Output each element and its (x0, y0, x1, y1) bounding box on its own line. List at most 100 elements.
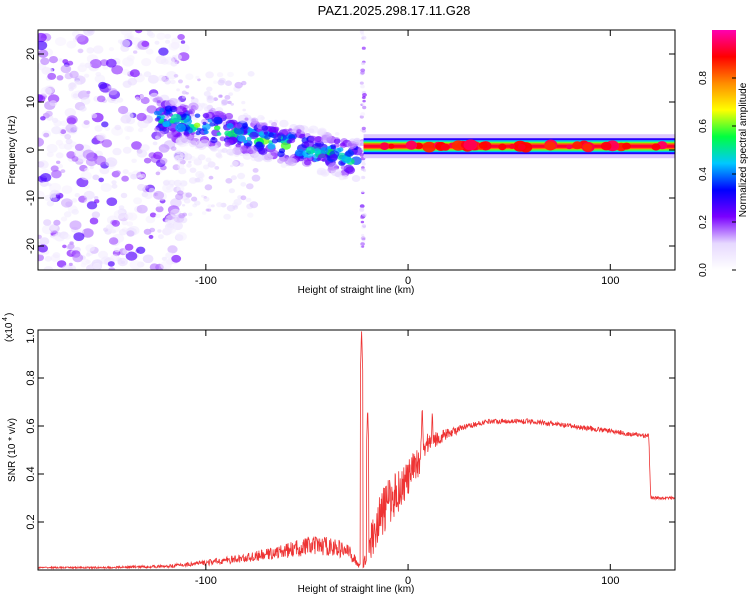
noise-cell (61, 185, 73, 194)
noise-cell (141, 40, 150, 48)
noise-cell (183, 153, 193, 161)
noise-cell (156, 32, 166, 40)
noise-cell (164, 33, 171, 39)
noise-cell (53, 219, 61, 226)
noise-cell (38, 137, 44, 147)
tone-cell (582, 143, 593, 152)
noise-cell (40, 173, 52, 182)
trace-cell (255, 141, 264, 148)
noise-cell (74, 193, 81, 198)
noise-cell (191, 196, 198, 202)
trace-cell (343, 175, 349, 180)
noise-cell (160, 260, 172, 270)
trace-cell (267, 143, 276, 150)
noise-cell (66, 115, 78, 125)
streak-cell (359, 30, 364, 34)
trace-cell (305, 146, 316, 155)
noise-cell (66, 246, 72, 250)
trace-cell (188, 140, 198, 148)
noise-cell (133, 50, 138, 54)
noise-cell (185, 85, 190, 89)
noise-cell (245, 197, 252, 203)
x-tick-label: 0 (405, 575, 411, 587)
noise-cell (118, 229, 127, 236)
noise-cell (135, 96, 140, 101)
noise-cell (113, 209, 126, 220)
trace-cell (320, 169, 330, 177)
colorbar-bar (712, 30, 736, 270)
noise-cell (130, 173, 138, 180)
tone-cell (600, 141, 612, 151)
noise-cell (174, 54, 182, 61)
streak-cell (360, 84, 365, 89)
trace-cell (217, 149, 223, 154)
trace-cell (216, 132, 222, 136)
noise-cell (194, 200, 201, 206)
noise-cell (96, 95, 106, 103)
trace-cell (279, 119, 289, 128)
noise-cell (127, 35, 133, 40)
noise-cell (165, 39, 171, 44)
noise-cell (140, 96, 150, 105)
noise-cell (175, 149, 182, 154)
noise-cell (219, 94, 223, 98)
trace-cell (210, 137, 218, 144)
noise-cell (182, 95, 186, 99)
noise-cell (178, 167, 187, 175)
noise-cell (108, 237, 119, 245)
x-tick-label: 0 (405, 275, 411, 287)
noise-cell (152, 141, 158, 146)
noise-cell (71, 198, 78, 203)
figure-title: PAZ1.2025.298.17.11.G28 (318, 3, 471, 18)
noise-cell (216, 72, 224, 78)
noise-cell (83, 120, 90, 125)
noise-cell (126, 230, 135, 237)
noise-cell (145, 48, 154, 55)
snr-frame (37, 329, 676, 571)
noise-cell (116, 97, 124, 103)
streak-cell (361, 37, 365, 40)
noise-cell (252, 168, 259, 173)
snr-plot-area (38, 330, 675, 570)
noise-cell (171, 254, 182, 263)
trace-cell (218, 112, 227, 119)
noise-cell (120, 192, 128, 199)
noise-cell (45, 67, 54, 75)
tone-cell (622, 142, 631, 150)
streak-cell (360, 220, 365, 224)
trace-cell (183, 118, 193, 125)
spectrogram-xlabel: Height of straight line (km) (298, 285, 415, 296)
trace-cell (193, 122, 201, 128)
trace-cell (169, 97, 178, 105)
noise-cell (46, 143, 58, 153)
noise-cell (54, 37, 67, 46)
trace-cell (326, 133, 332, 138)
noise-cell (66, 40, 77, 49)
trace-cell (175, 105, 187, 115)
y-tick-label: 0.2 (25, 514, 37, 529)
snr-ylabel: SNR (10 * v/v) (7, 418, 18, 482)
noise-cell (241, 100, 246, 105)
streak-cell (360, 70, 365, 75)
noise-cell (155, 171, 161, 176)
noise-cell (195, 75, 200, 80)
noise-cell (72, 253, 84, 263)
noise-cell (177, 157, 186, 165)
trace-cell (233, 126, 245, 135)
noise-cell (162, 183, 174, 193)
trace-cell (271, 122, 278, 127)
streak-cell (360, 112, 366, 117)
streak-cell (361, 162, 366, 166)
noise-cell (83, 30, 95, 36)
streak-cell (359, 204, 365, 209)
noise-cell (129, 69, 140, 78)
noise-cell (65, 138, 73, 145)
trace-cell (164, 105, 173, 112)
noise-cell (187, 212, 193, 217)
noise-cell (51, 234, 59, 240)
trace-cell (226, 123, 234, 129)
x-tick-label: -100 (195, 575, 217, 587)
trace-cell (340, 165, 346, 170)
streak-cell (362, 93, 367, 97)
